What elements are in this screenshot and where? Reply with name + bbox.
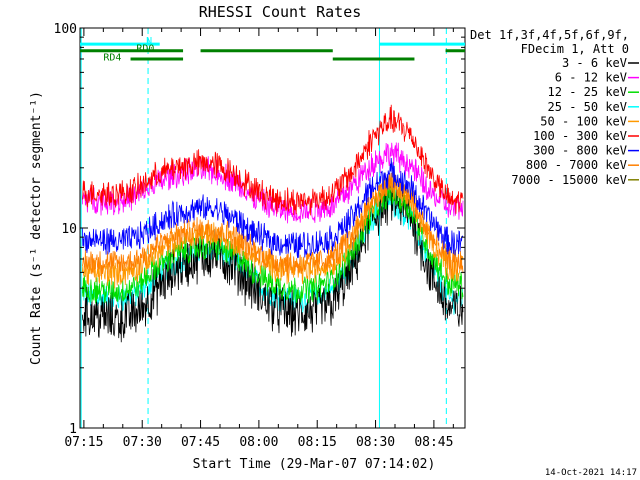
annotation-label-n: N: [146, 36, 152, 47]
chart-title: RHESSI Count Rates: [199, 3, 362, 21]
legend-entry-label: 50 - 100 keV: [540, 114, 627, 128]
plot-area: [80, 28, 464, 428]
x-axis-label: Start Time (29-Mar-07 07:14:02): [193, 457, 436, 472]
x-tick-label: 08:30: [356, 435, 395, 450]
x-tick-label: 08:15: [298, 435, 337, 450]
legend-entry-label: 6 - 12 keV: [555, 71, 627, 85]
y-tick-label: 10: [61, 222, 77, 237]
series-line-100-300kev: [81, 104, 464, 216]
annotation-label-rd4: RD4: [103, 53, 121, 64]
footer-timestamp: 14-Oct-2021 14:17: [545, 468, 637, 478]
legend-header: Det 1f,3f,4f,5f,6f,9f,: [470, 28, 629, 42]
legend-entry-label: 25 - 50 keV: [548, 100, 627, 114]
x-tick-label: 07:30: [123, 435, 162, 450]
legend-entry-label: 3 - 6 keV: [562, 56, 627, 70]
series-line-6-12kev: [81, 142, 464, 224]
x-tick-label: 07:15: [64, 435, 103, 450]
series-line-12-25kev: [81, 180, 464, 304]
legend-entry-label: 12 - 25 keV: [548, 85, 627, 99]
legend-header: FDecim 1, Att 0: [521, 42, 629, 56]
legend-entry-label: 100 - 300 keV: [533, 129, 627, 143]
x-tick-label: 08:45: [414, 435, 453, 450]
series-line-300-800kev: [81, 158, 464, 259]
y-tick-label: 100: [54, 22, 77, 37]
legend: Det 1f,3f,4f,5f,6f,9f,FDecim 1, Att 03 -…: [470, 28, 639, 187]
y-tick-label: 1: [69, 422, 77, 437]
annotation-label-rd0: RD0: [136, 43, 154, 54]
x-tick-label: 08:00: [239, 435, 278, 450]
legend-entry-label: 800 - 7000 keV: [526, 158, 627, 172]
y-axis-label: Count Rate (s⁻¹ detector segment⁻¹): [29, 91, 44, 365]
series-line-800-7000kev: [81, 173, 464, 277]
axes: 07:15 07:30 07:45 08:00 08:15 08:30 08:45 1 10 10…: [54, 22, 465, 450]
x-tick-label: 07:45: [181, 435, 220, 450]
legend-entry-label: 300 - 800 keV: [533, 144, 627, 158]
legend-entry-label: 7000 - 15000 keV: [511, 173, 627, 187]
